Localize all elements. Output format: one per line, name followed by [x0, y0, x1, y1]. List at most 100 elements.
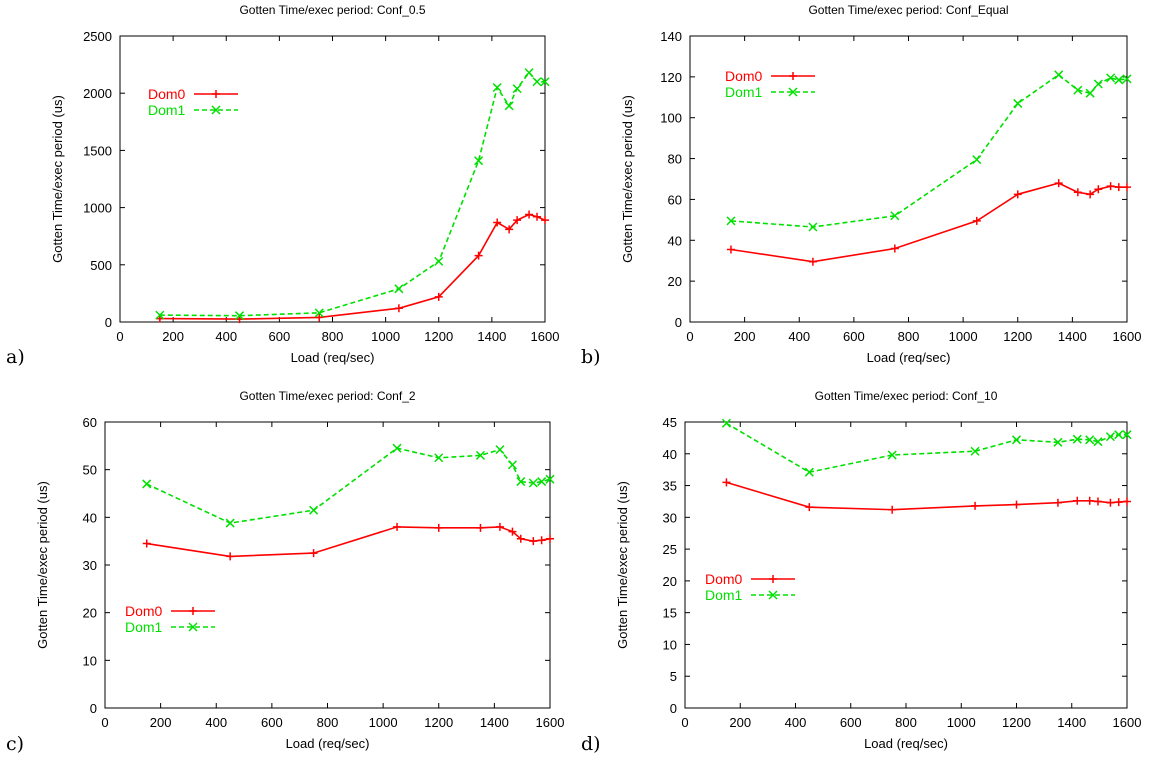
data-point-dom1	[808, 222, 818, 232]
data-point-dom0	[546, 534, 554, 543]
y-tick-label: 20	[668, 274, 682, 289]
data-point-dom0	[474, 251, 483, 260]
data-point-dom1	[537, 477, 547, 487]
data-point-dom1	[1122, 74, 1132, 84]
x-tick-label: 0	[101, 715, 108, 730]
x-tick-label: 200	[162, 329, 184, 344]
y-tick-label: 15	[663, 606, 677, 621]
x-tick-label: 400	[205, 715, 227, 730]
data-point-dom1	[516, 477, 526, 487]
y-tick-label: 20	[663, 574, 677, 589]
data-point-dom0	[142, 539, 151, 548]
data-point-dom0	[541, 216, 549, 225]
legend-marker-dom0	[789, 72, 797, 80]
y-tick-label: 45	[663, 415, 677, 430]
y-tick-label: 2000	[83, 86, 112, 101]
data-point-dom1	[532, 77, 542, 87]
chart-title: Gotten Time/exec period: Conf_0.5	[239, 3, 425, 17]
y-axis-label: Gotten Time/exec period (us)	[615, 481, 630, 649]
x-tick-label: 800	[317, 715, 339, 730]
data-point-dom1	[474, 156, 484, 166]
data-point-dom1	[721, 418, 731, 428]
data-point-dom1	[434, 256, 444, 266]
legend-marker-dom1	[768, 590, 778, 600]
x-tick-label: 800	[895, 715, 917, 730]
data-point-dom0	[1013, 190, 1022, 199]
data-point-dom0	[434, 292, 443, 301]
data-point-dom0	[1114, 183, 1123, 192]
data-point-dom0	[722, 478, 731, 487]
plot-frame	[119, 35, 546, 323]
legend-label-dom1: Dom1	[148, 102, 186, 118]
data-point-dom1	[475, 450, 485, 460]
data-point-dom0	[533, 212, 542, 221]
x-tick-label: 400	[788, 329, 810, 344]
data-point-dom1	[507, 460, 517, 470]
y-tick-label: 5	[670, 669, 677, 684]
data-point-dom1	[504, 101, 514, 111]
data-point-dom1	[492, 82, 502, 93]
data-point-dom1	[1122, 430, 1132, 440]
y-tick-label: 40	[668, 233, 682, 248]
y-tick-label: 25	[663, 542, 677, 557]
x-tick-label: 800	[322, 329, 344, 344]
data-point-dom0	[508, 527, 517, 536]
data-point-dom0	[1085, 496, 1094, 505]
data-point-dom1	[726, 216, 736, 226]
data-point-dom1	[1085, 88, 1095, 98]
data-point-dom1	[887, 450, 897, 460]
data-point-dom1	[434, 453, 444, 463]
data-point-dom1	[972, 155, 982, 165]
y-tick-label: 40	[663, 447, 677, 462]
data-point-dom1	[545, 474, 555, 484]
data-point-dom0	[1123, 183, 1131, 192]
y-tick-label: 100	[660, 111, 682, 126]
y-tick-label: 0	[670, 701, 677, 716]
x-tick-label: 200	[734, 329, 756, 344]
legend-marker-dom1	[788, 87, 798, 97]
series-line-dom0	[146, 526, 551, 558]
data-point-dom1	[1073, 85, 1083, 95]
data-point-dom0	[309, 549, 318, 558]
chart-title: Gotten Time/exec period: Conf_2	[239, 389, 415, 403]
series-line-dom1	[725, 422, 1127, 474]
data-point-dom1	[235, 311, 245, 321]
y-tick-label: 20	[83, 606, 97, 621]
data-point-dom0	[1093, 497, 1102, 506]
x-tick-label: 1000	[371, 329, 400, 344]
data-point-dom0	[808, 257, 817, 266]
x-tick-label: 1600	[536, 715, 565, 730]
data-point-dom0	[394, 304, 403, 313]
data-point-dom1	[804, 467, 814, 477]
data-point-dom0	[1073, 496, 1082, 505]
y-tick-label: 140	[660, 29, 682, 44]
data-point-dom0	[1106, 498, 1115, 507]
data-point-dom1	[314, 308, 324, 318]
x-tick-label: 1200	[424, 715, 453, 730]
chart-panel-d: Gotten Time/exec period: Conf_10 0 200 400 6…	[575, 380, 1151, 764]
data-point-dom1	[524, 68, 534, 78]
plot-frame	[689, 35, 1128, 323]
x-tick-label: 600	[843, 329, 865, 344]
data-point-dom1	[970, 446, 980, 456]
data-point-dom1	[1053, 437, 1063, 447]
legend-label-dom0: Dom0	[125, 603, 163, 619]
x-tick-label: 1000	[369, 715, 398, 730]
x-tick-label: 0	[681, 715, 688, 730]
y-tick-label: 80	[668, 152, 682, 167]
y-tick-label: 30	[83, 558, 97, 573]
panel-label-d: d)	[581, 733, 601, 755]
y-tick-label: 60	[668, 192, 682, 207]
data-point-dom0	[226, 552, 235, 561]
data-point-dom0	[1094, 185, 1103, 194]
y-tick-label: 40	[83, 510, 97, 525]
x-tick-label: 400	[215, 329, 237, 344]
data-point-dom1	[1085, 435, 1095, 445]
x-tick-label: 400	[785, 715, 807, 730]
data-point-dom1	[1105, 432, 1115, 442]
data-point-dom1	[1106, 73, 1116, 83]
x-tick-label: 1600	[531, 329, 560, 344]
data-point-dom1	[1011, 435, 1022, 445]
data-point-dom0	[1114, 498, 1123, 507]
y-tick-label: 60	[83, 415, 97, 430]
